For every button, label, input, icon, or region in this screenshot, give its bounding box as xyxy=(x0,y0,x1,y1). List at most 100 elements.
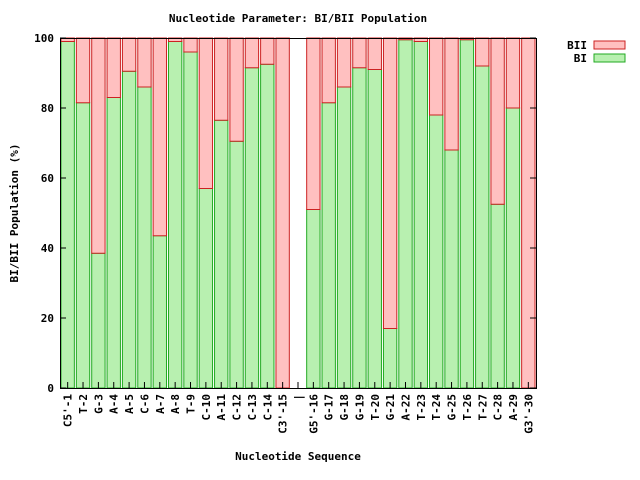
y-tick-label-0: 0 xyxy=(47,382,54,395)
bar-bii-17 xyxy=(321,37,336,104)
x-tick-label-6: A-7 xyxy=(154,394,167,414)
bar-bii-8 xyxy=(183,37,198,53)
legend-label-bi: BI xyxy=(574,52,587,65)
y-tick-label-5: 100 xyxy=(34,32,54,45)
legend-swatch-bi xyxy=(593,53,626,63)
bar-bi-10 xyxy=(214,119,229,389)
bar-bii-5 xyxy=(137,37,152,88)
x-tick-label-22: A-22 xyxy=(399,394,412,421)
x-tick-label-2: G-3 xyxy=(92,394,105,414)
bar-bi-13 xyxy=(260,63,275,389)
bar-bii-27 xyxy=(475,37,490,67)
bar-bi-3 xyxy=(106,97,121,389)
x-tick-label-26: T-26 xyxy=(461,394,474,421)
bar-bi-1 xyxy=(75,102,91,389)
y-tick-label-3: 60 xyxy=(41,172,54,185)
bar-bii-24 xyxy=(429,37,444,116)
bar-bii-18 xyxy=(336,37,352,88)
bar-bi-18 xyxy=(336,86,352,389)
bar-bii-4 xyxy=(121,37,137,72)
x-tick-label-19: G-19 xyxy=(353,394,366,421)
x-tick-label-30: G3'-30 xyxy=(522,394,535,434)
legend-label-bii: BII xyxy=(567,39,587,52)
x-tick-label-12: C-13 xyxy=(246,394,259,421)
x-tick-label-9: C-10 xyxy=(200,394,213,421)
bar-bii-12 xyxy=(244,37,260,69)
x-tick-label-7: A-8 xyxy=(169,394,182,414)
bar-bi-20 xyxy=(367,69,382,389)
bar-bii-19 xyxy=(352,37,367,69)
bar-bii-14 xyxy=(275,37,290,389)
x-tick-label-24: T-24 xyxy=(430,394,443,421)
bar-bii-16 xyxy=(306,37,321,210)
bar-bii-11 xyxy=(229,37,244,142)
bar-bii-20 xyxy=(367,37,382,70)
x-tick-label-0: C5'-1 xyxy=(62,394,75,427)
bar-bi-25 xyxy=(444,149,459,389)
x-tick-label-14: C3'-15 xyxy=(277,394,290,434)
bar-bi-21 xyxy=(382,328,398,389)
x-tick-label-27: T-27 xyxy=(476,394,489,421)
y-axis-title: BI/BII Population (%) xyxy=(8,143,21,282)
x-tick-label-15: | xyxy=(292,394,305,401)
legend-swatch-bii xyxy=(593,40,626,50)
x-tick-label-20: T-20 xyxy=(369,394,382,421)
bar-bi-6 xyxy=(152,235,167,389)
bar-bii-9 xyxy=(198,37,214,189)
bar-bi-8 xyxy=(183,51,198,389)
bar-bii-10 xyxy=(214,37,229,121)
x-tick-label-13: C-14 xyxy=(261,394,274,421)
y-tick-label-1: 20 xyxy=(41,312,54,325)
bar-bi-23 xyxy=(413,41,429,389)
bar-bi-19 xyxy=(352,67,367,389)
bar-bi-0 xyxy=(60,41,75,389)
x-tick-label-21: G-21 xyxy=(384,394,397,421)
x-axis: C5'-1 T-2 G-3 A-4 A-5 C-6 A-7 A-8 T-9 C-10 A-11 C-1… xyxy=(62,382,535,434)
x-axis-title: Nucleotide Sequence xyxy=(235,450,361,463)
x-tick-label-17: G-17 xyxy=(323,394,336,421)
bars-group xyxy=(60,37,536,389)
chart-title: Nucleotide Parameter: BI/BII Population xyxy=(169,12,427,25)
bar-bi-16 xyxy=(306,209,321,389)
bar-bi-29 xyxy=(505,107,521,389)
x-tick-label-25: G-25 xyxy=(446,394,459,421)
bar-bi-26 xyxy=(459,39,475,389)
bar-bi-27 xyxy=(475,65,490,389)
bar-bii-2 xyxy=(91,37,106,254)
bar-bi-22 xyxy=(398,39,413,389)
y-tick-label-2: 40 xyxy=(41,242,54,255)
x-tick-label-16: G5'-16 xyxy=(307,394,320,434)
x-tick-label-3: A-4 xyxy=(108,394,121,414)
x-tick-label-5: C-6 xyxy=(138,394,151,414)
x-tick-label-23: T-23 xyxy=(415,394,428,421)
bar-bi-28 xyxy=(490,203,505,389)
bar-bii-13 xyxy=(260,37,275,65)
x-tick-label-28: C-28 xyxy=(492,394,505,421)
y-axis: 0 20 40 60 80 100 xyxy=(34,32,536,395)
bar-bi-5 xyxy=(137,86,152,389)
bar-bi-9 xyxy=(198,188,214,389)
bar-bii-29 xyxy=(505,37,521,109)
x-tick-label-29: A-29 xyxy=(507,394,520,421)
bar-bi-4 xyxy=(121,70,137,389)
bar-bii-25 xyxy=(444,37,459,151)
bar-bi-24 xyxy=(429,114,444,389)
x-tick-label-18: G-18 xyxy=(338,394,351,421)
x-tick-label-4: A-5 xyxy=(123,394,136,414)
x-tick-label-1: T-2 xyxy=(77,394,90,414)
y-tick-label-4: 80 xyxy=(41,102,54,115)
bar-bii-21 xyxy=(382,37,398,329)
bar-bi-7 xyxy=(167,41,183,389)
bar-bi-2 xyxy=(91,252,106,389)
x-tick-label-10: A-11 xyxy=(215,394,228,421)
x-tick-label-8: T-9 xyxy=(185,394,198,414)
bar-bii-1 xyxy=(75,37,91,104)
bar-bi-11 xyxy=(229,140,244,389)
plot-frame xyxy=(60,38,537,389)
bar-bii-30 xyxy=(521,37,536,389)
bar-bi-12 xyxy=(244,67,260,389)
bar-bii-28 xyxy=(490,37,505,205)
x-tick-label-11: C-12 xyxy=(231,394,244,421)
